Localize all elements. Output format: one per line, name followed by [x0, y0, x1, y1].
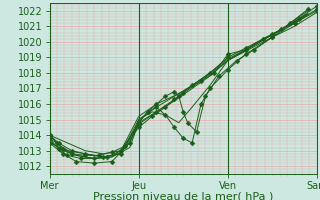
- Text: Pression niveau de la mer( hPa ): Pression niveau de la mer( hPa ): [93, 191, 273, 200]
